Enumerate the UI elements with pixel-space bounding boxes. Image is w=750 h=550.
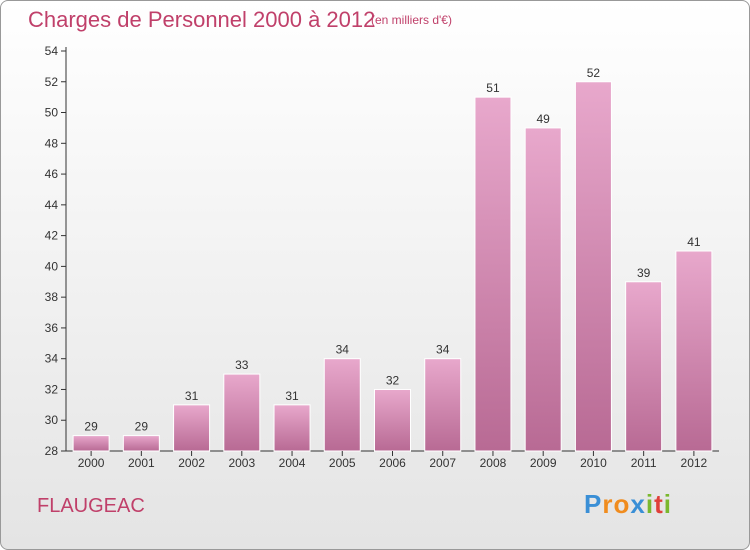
proxiti-logo: Proxiti: [584, 489, 672, 520]
bar: [374, 388, 411, 452]
y-tick-label: 42: [45, 229, 59, 243]
logo-letter: r: [602, 489, 614, 519]
data-label: 31: [285, 389, 299, 403]
logo-letter: x: [630, 489, 646, 519]
x-tick-label: 2000: [78, 456, 105, 470]
chart-subtitle: (en milliers d'€): [371, 13, 452, 27]
x-tick-label: 2003: [228, 456, 255, 470]
data-label: 34: [336, 343, 350, 357]
bar: [675, 250, 713, 452]
bar: [173, 404, 211, 452]
x-tick-label: 2002: [178, 456, 205, 470]
bar: [424, 358, 462, 452]
chart-title: Charges de Personnel 2000 à 2012: [28, 7, 376, 32]
y-tick-label: 52: [45, 75, 59, 89]
data-label: 39: [637, 266, 651, 280]
commune-name: FLAUGEAC: [37, 495, 145, 517]
y-tick-label: 36: [45, 321, 59, 335]
data-label: 29: [84, 420, 98, 434]
x-tick-label: 2007: [429, 456, 456, 470]
x-tick-label: 2001: [128, 456, 155, 470]
data-label: 32: [386, 373, 400, 387]
x-tick-label: 2006: [379, 456, 406, 470]
bar: [122, 435, 160, 452]
y-tick-label: 54: [45, 44, 59, 58]
bar: [474, 96, 512, 452]
data-label: 51: [486, 81, 500, 95]
logo-letter: o: [613, 489, 631, 519]
bar: [574, 81, 612, 452]
bar: [625, 281, 663, 452]
data-label: 34: [436, 343, 450, 357]
y-tick-label: 30: [45, 413, 59, 427]
x-tick-label: 2009: [530, 456, 557, 470]
y-tick-label: 46: [45, 167, 59, 181]
data-label: 52: [587, 66, 601, 80]
y-tick-label: 50: [45, 106, 59, 120]
y-tick-label: 38: [45, 290, 59, 304]
x-tick-label: 2005: [329, 456, 356, 470]
logo-letter: t: [654, 489, 664, 519]
y-tick-label: 28: [45, 444, 59, 458]
x-tick-label: 2011: [631, 456, 657, 470]
x-tick-label: 2004: [279, 456, 306, 470]
y-tick-label: 32: [45, 382, 59, 396]
x-tick-label: 2012: [681, 456, 708, 470]
x-tick-label: 2008: [480, 456, 507, 470]
bar: [524, 127, 562, 452]
y-tick-label: 44: [45, 198, 59, 212]
y-tick-label: 40: [45, 259, 59, 273]
data-label: 49: [537, 112, 551, 126]
data-label: 33: [235, 358, 249, 372]
bar: [223, 373, 261, 452]
logo-letter: P: [584, 489, 603, 519]
data-label: 41: [687, 235, 701, 249]
bar: [273, 404, 311, 452]
x-tick-label: 2010: [580, 456, 607, 470]
bar: [323, 358, 361, 452]
y-tick-label: 34: [45, 352, 59, 366]
bar: [72, 435, 110, 452]
logo-letter: i: [663, 489, 672, 519]
logo-letter: i: [645, 489, 655, 519]
y-tick-label: 48: [45, 136, 59, 150]
data-label: 31: [185, 389, 199, 403]
data-label: 29: [135, 420, 149, 434]
